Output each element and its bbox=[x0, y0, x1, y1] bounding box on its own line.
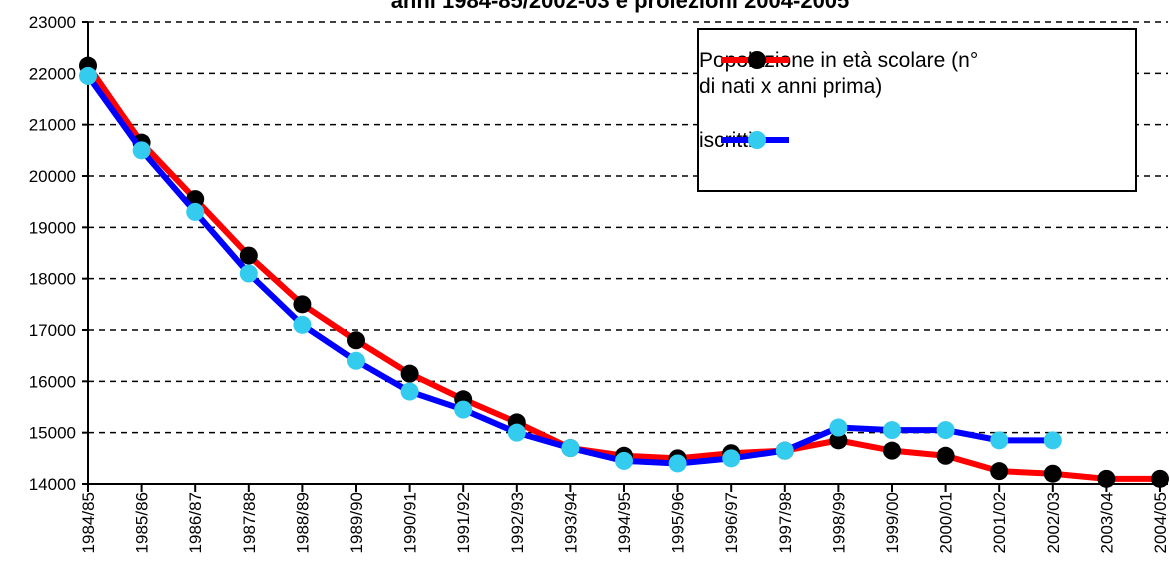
marker bbox=[1043, 464, 1062, 483]
marker bbox=[293, 315, 312, 334]
marker bbox=[829, 431, 848, 450]
legend-symbol bbox=[721, 51, 789, 69]
x-tick-label: 2003/04 bbox=[1097, 492, 1116, 553]
marker bbox=[400, 364, 419, 383]
marker bbox=[1151, 469, 1169, 488]
marker bbox=[1043, 431, 1062, 450]
marker bbox=[615, 451, 633, 470]
marker bbox=[936, 446, 955, 465]
y-tick-label: 19000 bbox=[29, 218, 76, 237]
marker bbox=[990, 462, 1009, 481]
marker bbox=[883, 421, 901, 440]
x-tick-label: 1992/93 bbox=[508, 492, 527, 553]
marker bbox=[561, 439, 580, 458]
x-tick-label: 1997/98 bbox=[776, 492, 795, 553]
marker bbox=[293, 295, 312, 314]
x-tick-label: 2002/03 bbox=[1044, 492, 1063, 553]
x-tick-label: 1984/85 bbox=[79, 492, 98, 553]
x-tick-label: 1998/99 bbox=[829, 492, 848, 553]
y-tick-label: 14000 bbox=[29, 475, 76, 494]
marker bbox=[79, 66, 97, 85]
y-tick-label: 15000 bbox=[29, 424, 76, 443]
marker bbox=[883, 441, 901, 460]
marker bbox=[668, 454, 687, 473]
marker bbox=[400, 382, 419, 401]
x-tick-label: 1991/92 bbox=[454, 492, 473, 553]
x-tick-label: 1988/89 bbox=[293, 492, 312, 553]
x-tick-label: 2001/02 bbox=[990, 492, 1009, 553]
marker bbox=[507, 423, 526, 442]
marker bbox=[1097, 469, 1116, 488]
marker bbox=[347, 351, 365, 370]
x-tick-label: 1986/87 bbox=[186, 492, 205, 553]
marker bbox=[936, 421, 955, 440]
x-tick-label: 1985/86 bbox=[133, 492, 152, 553]
marker bbox=[775, 441, 794, 460]
legend-symbol bbox=[721, 131, 789, 149]
x-tick-label: 1987/88 bbox=[240, 492, 259, 553]
marker bbox=[829, 418, 848, 437]
x-tick-label: 1996/97 bbox=[722, 492, 741, 553]
x-tick-label: 1990/91 bbox=[401, 492, 420, 553]
y-tick-label: 17000 bbox=[29, 321, 76, 340]
y-tick-label: 23000 bbox=[29, 13, 76, 32]
legend-marker bbox=[748, 131, 766, 149]
marker bbox=[347, 331, 365, 350]
chart-title: anni 1984-85/2002-03 e proiezioni 2004-2… bbox=[391, 0, 850, 13]
x-tick-label: 2004/05 bbox=[1151, 492, 1170, 553]
x-tick-label: 2000/01 bbox=[937, 492, 956, 553]
marker bbox=[454, 400, 473, 419]
legend-marker bbox=[748, 51, 766, 69]
marker bbox=[132, 141, 151, 160]
legend: Popolazione in età scolare (n° di nati x… bbox=[697, 28, 1137, 192]
y-tick-label: 18000 bbox=[29, 270, 76, 289]
marker bbox=[239, 264, 258, 283]
legend-item: iscritti bbox=[699, 128, 1029, 154]
legend-item: Popolazione in età scolare (n° di nati x… bbox=[699, 48, 999, 100]
x-tick-label: 1995/96 bbox=[669, 492, 688, 553]
marker bbox=[239, 246, 258, 265]
y-tick-label: 21000 bbox=[29, 116, 76, 135]
marker bbox=[186, 202, 205, 221]
legend-label: Popolazione in età scolare (n° di nati x… bbox=[699, 49, 979, 98]
x-tick-label: 1994/95 bbox=[615, 492, 634, 553]
x-tick-label: 1989/90 bbox=[347, 492, 366, 553]
x-tick-label: 1993/94 bbox=[561, 492, 580, 553]
y-tick-label: 22000 bbox=[29, 64, 76, 83]
y-tick-label: 16000 bbox=[29, 372, 76, 391]
x-tick-label: 1999/00 bbox=[883, 492, 902, 553]
y-tick-label: 20000 bbox=[29, 167, 76, 186]
marker bbox=[722, 449, 741, 468]
marker bbox=[990, 431, 1009, 450]
